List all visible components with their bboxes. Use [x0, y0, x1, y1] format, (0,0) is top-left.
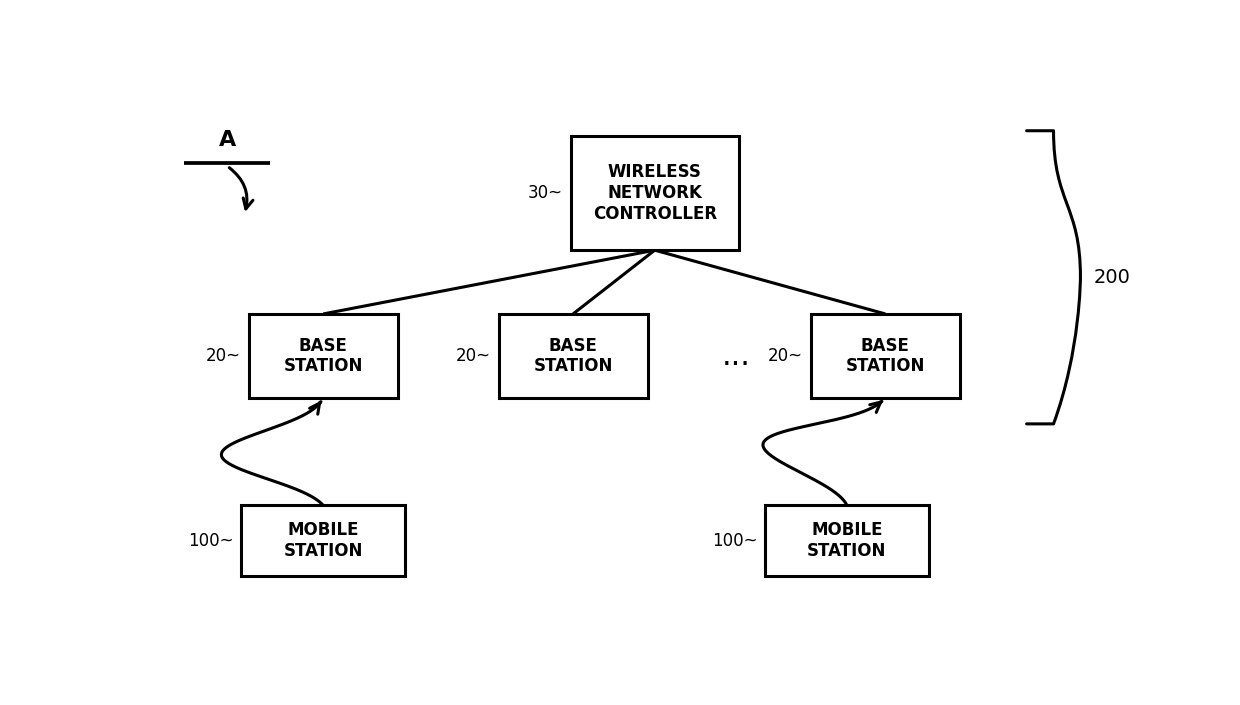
Text: 200: 200 — [1094, 268, 1131, 287]
Text: BASE
STATION: BASE STATION — [533, 336, 613, 376]
Text: 20~: 20~ — [768, 347, 804, 365]
Text: 20~: 20~ — [206, 347, 241, 365]
FancyBboxPatch shape — [570, 136, 739, 250]
Text: 100~: 100~ — [188, 532, 234, 550]
Text: BASE
STATION: BASE STATION — [846, 336, 925, 376]
Text: 100~: 100~ — [712, 532, 758, 550]
Text: A: A — [218, 130, 236, 149]
Text: 30~: 30~ — [528, 184, 563, 202]
Text: MOBILE
STATION: MOBILE STATION — [284, 521, 363, 560]
Text: MOBILE
STATION: MOBILE STATION — [807, 521, 887, 560]
Text: WIRELESS
NETWORK
CONTROLLER: WIRELESS NETWORK CONTROLLER — [593, 164, 717, 223]
FancyBboxPatch shape — [249, 314, 398, 398]
FancyBboxPatch shape — [765, 505, 929, 576]
Text: BASE
STATION: BASE STATION — [284, 336, 363, 376]
Text: 20~: 20~ — [456, 347, 491, 365]
Text: ...: ... — [722, 341, 751, 371]
FancyBboxPatch shape — [811, 314, 960, 398]
FancyBboxPatch shape — [498, 314, 647, 398]
FancyBboxPatch shape — [242, 505, 404, 576]
